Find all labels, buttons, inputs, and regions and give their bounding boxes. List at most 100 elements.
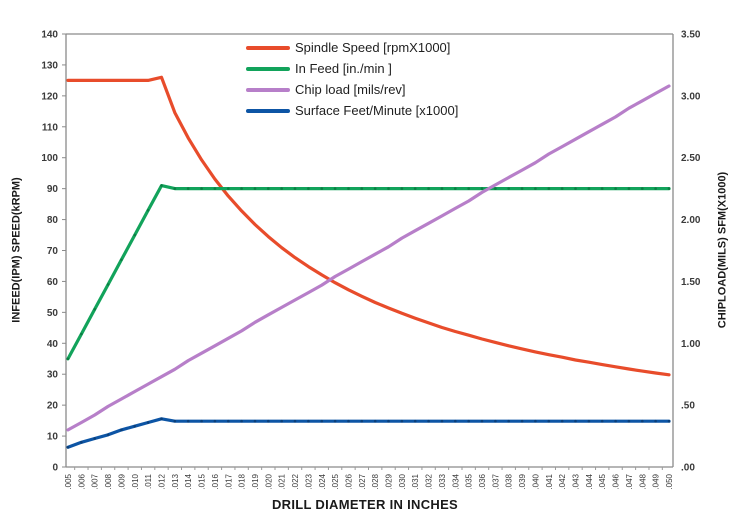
legend-swatch-chip-load bbox=[246, 87, 290, 92]
x-tick-label: .011 bbox=[144, 473, 153, 489]
series-marker-1 bbox=[333, 187, 337, 190]
series-marker-3 bbox=[213, 419, 217, 423]
x-tick-label: .008 bbox=[104, 473, 113, 489]
x-tick-label: .021 bbox=[278, 473, 287, 489]
series-marker-3 bbox=[480, 419, 484, 423]
x-tick-label: .033 bbox=[438, 473, 447, 489]
x-tick-label: .022 bbox=[291, 473, 300, 489]
series-marker-3 bbox=[120, 428, 123, 432]
series-marker-1 bbox=[160, 184, 163, 187]
series-marker-3 bbox=[520, 419, 524, 423]
series-marker-3 bbox=[307, 419, 310, 423]
legend-item-in-feed: In Feed [in./min ] bbox=[246, 58, 458, 79]
series-marker-1 bbox=[480, 187, 484, 190]
right-tick-label: 2.50 bbox=[681, 153, 701, 164]
series-marker-1 bbox=[667, 187, 671, 190]
series-marker-3 bbox=[534, 419, 537, 423]
x-tick-label: .049 bbox=[652, 473, 661, 489]
series-marker-1 bbox=[240, 187, 243, 190]
series-marker-3 bbox=[600, 419, 604, 423]
x-tick-label: .015 bbox=[198, 473, 207, 489]
x-tick-label: .046 bbox=[612, 473, 621, 489]
series-marker-3 bbox=[200, 419, 203, 423]
x-tick-label: .026 bbox=[344, 473, 353, 489]
x-tick-label: .009 bbox=[117, 473, 126, 489]
series-marker-1 bbox=[320, 187, 324, 190]
series-marker-1 bbox=[494, 187, 497, 190]
series-marker-1 bbox=[280, 187, 284, 190]
series-line-1 bbox=[66, 184, 671, 361]
left-tick-label: 130 bbox=[41, 60, 58, 71]
legend-item-chip-load: Chip load [mils/rev] bbox=[246, 79, 458, 100]
x-tick-label: .036 bbox=[478, 473, 487, 489]
x-tick-label: .025 bbox=[331, 473, 340, 489]
series-marker-1 bbox=[66, 357, 70, 361]
left-tick-label: 50 bbox=[47, 308, 59, 319]
series-marker-1 bbox=[600, 187, 604, 190]
series-marker-3 bbox=[387, 419, 390, 423]
x-tick-label: .006 bbox=[77, 473, 86, 489]
series-marker-3 bbox=[494, 419, 497, 423]
series-marker-1 bbox=[440, 187, 444, 190]
series-marker-1 bbox=[80, 332, 83, 336]
series-marker-3 bbox=[280, 419, 284, 423]
series-marker-1 bbox=[534, 187, 537, 190]
legend: Spindle Speed [rpmX1000] In Feed [in./mi… bbox=[246, 37, 458, 121]
series-marker-1 bbox=[627, 187, 631, 190]
series-marker-1 bbox=[427, 187, 430, 190]
series-marker-3 bbox=[253, 419, 257, 423]
series-marker-3 bbox=[333, 419, 337, 423]
x-tick-label: .012 bbox=[157, 473, 166, 489]
series-marker-3 bbox=[160, 417, 163, 421]
series-marker-1 bbox=[507, 187, 511, 190]
series-marker-3 bbox=[360, 419, 364, 423]
left-tick-label: 110 bbox=[42, 122, 59, 133]
series-marker-3 bbox=[547, 419, 551, 423]
legend-label-chip-load: Chip load [mils/rev] bbox=[295, 82, 406, 97]
x-tick-label: .042 bbox=[558, 473, 567, 489]
x-tick-label: .013 bbox=[171, 473, 180, 489]
series-marker-3 bbox=[400, 419, 404, 423]
series-marker-3 bbox=[227, 419, 230, 423]
series-marker-3 bbox=[347, 419, 350, 423]
x-tick-label: .040 bbox=[531, 473, 540, 489]
x-tick-label: .035 bbox=[465, 473, 474, 489]
series-marker-3 bbox=[80, 441, 83, 444]
series-marker-1 bbox=[520, 187, 524, 190]
series-marker-1 bbox=[106, 283, 110, 286]
series-marker-1 bbox=[120, 258, 123, 262]
left-tick-label: 140 bbox=[41, 30, 58, 41]
series-marker-1 bbox=[267, 187, 270, 190]
legend-item-spindle-speed: Spindle Speed [rpmX1000] bbox=[246, 37, 458, 58]
series-marker-1 bbox=[133, 233, 137, 237]
series-marker-3 bbox=[454, 419, 457, 423]
left-tick-label: 20 bbox=[47, 401, 59, 412]
series-marker-3 bbox=[146, 421, 150, 424]
x-tick-label: .031 bbox=[411, 473, 420, 489]
series-marker-1 bbox=[654, 187, 657, 190]
series-marker-1 bbox=[213, 187, 217, 190]
series-marker-3 bbox=[106, 433, 110, 437]
series-marker-3 bbox=[614, 419, 617, 423]
series-marker-3 bbox=[267, 419, 270, 423]
x-tick-label: .017 bbox=[224, 473, 233, 489]
legend-item-surface-feet: Surface Feet/Minute [x1000] bbox=[246, 100, 458, 121]
series-marker-3 bbox=[66, 445, 70, 449]
x-tick-label: .032 bbox=[425, 473, 434, 489]
legend-label-spindle-speed: Spindle Speed [rpmX1000] bbox=[295, 40, 451, 55]
x-tick-label: .048 bbox=[638, 473, 647, 489]
series-marker-3 bbox=[627, 419, 631, 423]
series-marker-3 bbox=[240, 419, 243, 423]
series-marker-1 bbox=[307, 187, 310, 190]
x-tick-label: .016 bbox=[211, 473, 220, 489]
series-marker-3 bbox=[413, 419, 417, 423]
series-marker-3 bbox=[654, 419, 657, 423]
right-tick-label: 3.00 bbox=[681, 91, 701, 102]
series-marker-1 bbox=[93, 308, 96, 311]
series-marker-3 bbox=[93, 437, 96, 440]
right-axis-title: CHIPLOAD(MILS) SFM(X1000) bbox=[716, 171, 729, 329]
series-marker-1 bbox=[347, 187, 350, 190]
series-marker-3 bbox=[467, 419, 471, 423]
